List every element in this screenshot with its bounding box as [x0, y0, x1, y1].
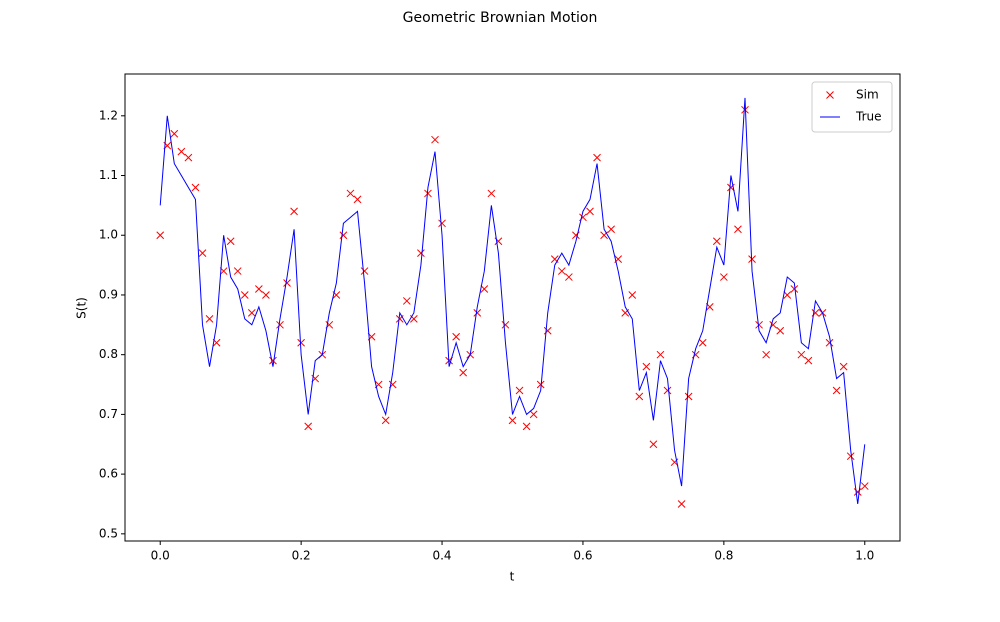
sim-marker — [438, 219, 446, 228]
sim-marker — [635, 392, 644, 401]
sim-marker — [586, 207, 594, 216]
sim-marker — [360, 267, 369, 275]
x-tick-label: 1.0 — [855, 549, 874, 563]
sim-marker — [156, 231, 165, 240]
sim-marker — [346, 189, 355, 198]
sim-marker — [233, 267, 242, 275]
sim-marker — [607, 225, 615, 234]
y-tick-label: 0.5 — [99, 526, 118, 540]
sim-marker — [240, 291, 249, 299]
y-tick-label: 1.1 — [99, 168, 118, 182]
sim-marker — [565, 273, 573, 281]
sim-marker — [262, 291, 270, 299]
sim-marker — [170, 129, 179, 138]
sim-marker — [762, 350, 770, 359]
sim-marker — [473, 309, 482, 317]
sim-marker — [353, 195, 362, 204]
legend-box — [811, 81, 893, 133]
sim-marker — [642, 362, 651, 371]
y-tick-label: 1.2 — [99, 108, 118, 122]
sim-marker — [205, 314, 214, 323]
y-tick-label: 0.8 — [99, 347, 118, 361]
sim-marker — [269, 356, 277, 365]
y-tick-label: 0.6 — [99, 467, 118, 481]
sim-marker — [663, 386, 672, 395]
sim-marker — [846, 452, 855, 461]
sim-marker — [402, 297, 411, 305]
true-line — [159, 97, 866, 505]
sim-marker — [522, 422, 531, 431]
y-axis-label: S(t) — [75, 297, 89, 319]
sim-marker — [776, 326, 785, 335]
sim-marker — [734, 225, 742, 234]
legend-label: True — [855, 110, 882, 124]
sim-marker — [515, 386, 524, 395]
sim-marker — [297, 338, 305, 347]
sim-marker — [177, 147, 186, 156]
sim-marker — [860, 482, 869, 490]
sim-marker — [459, 368, 468, 377]
sim-marker — [832, 386, 841, 395]
sim-marker — [783, 291, 792, 299]
sim-marker — [790, 285, 799, 293]
sim-marker — [797, 350, 806, 359]
sim-marker — [283, 279, 291, 287]
sim-marker — [501, 320, 510, 329]
sim-marker — [656, 350, 665, 359]
sim-marker — [191, 183, 200, 192]
sim-marker — [276, 320, 284, 329]
sim-marker — [480, 285, 489, 293]
sim-marker — [381, 416, 390, 425]
sim-marker — [557, 267, 566, 275]
x-tick-label: 0.4 — [432, 549, 451, 563]
sim-marker — [825, 338, 834, 347]
plot-frame — [124, 73, 901, 542]
chart-title: Geometric Brownian Motion — [403, 10, 598, 26]
sim-marker — [804, 356, 813, 365]
sim-marker — [255, 285, 263, 293]
sim-marker — [487, 189, 496, 198]
sim-marker — [339, 231, 348, 240]
sim-marker — [593, 153, 601, 162]
sim-marker — [304, 422, 313, 431]
x-axis-label: t — [510, 570, 515, 584]
sim-marker — [452, 332, 460, 341]
y-tick-label: 1.0 — [99, 228, 118, 242]
sim-marker — [247, 309, 256, 317]
sim-marker — [649, 440, 658, 449]
sim-marker — [417, 249, 425, 258]
sim-marker — [290, 207, 298, 216]
sim-marker — [628, 291, 637, 299]
sim-marker — [755, 320, 763, 329]
sim-marker — [431, 135, 439, 144]
sim-marker — [720, 273, 728, 281]
sim-marker — [226, 237, 235, 246]
x-tick-label: 0.8 — [714, 549, 733, 563]
sim-marker — [424, 189, 432, 198]
sim-marker — [198, 249, 207, 258]
legend-marker — [826, 91, 834, 99]
sim-marker — [184, 153, 193, 162]
legend-label: Sim — [856, 88, 879, 102]
sim-marker — [712, 237, 721, 246]
sim-marker — [839, 362, 848, 371]
x-tick-label: 0.0 — [151, 549, 170, 563]
y-tick-label: 0.7 — [99, 407, 118, 421]
x-tick-label: 0.2 — [292, 549, 311, 563]
sim-marker — [677, 500, 686, 508]
sim-marker — [529, 410, 538, 419]
x-tick-label: 0.6 — [573, 549, 592, 563]
sim-marker — [698, 338, 707, 347]
sim-marker — [684, 392, 693, 401]
y-tick-label: 0.9 — [99, 287, 118, 301]
sim-marker — [508, 416, 517, 425]
sim-marker — [536, 380, 545, 389]
